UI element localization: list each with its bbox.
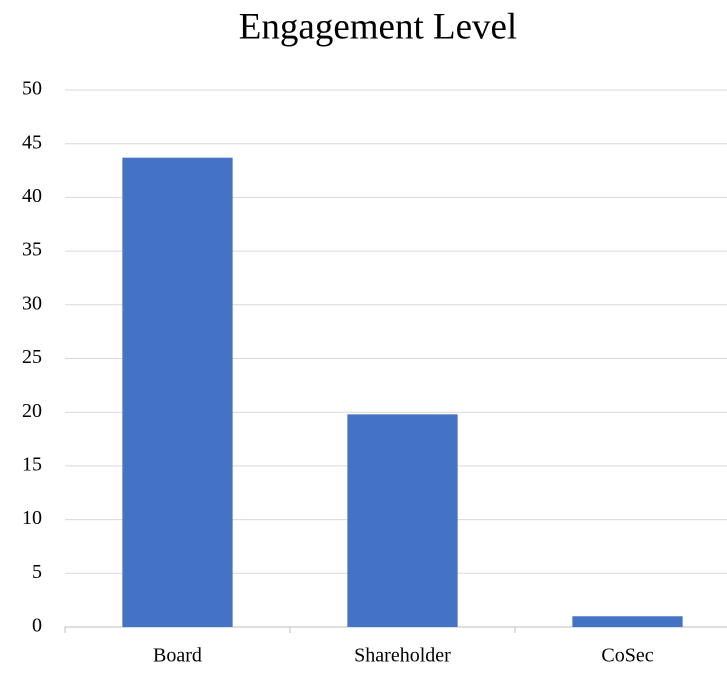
y-tick-label: 15 xyxy=(22,453,42,475)
y-tick-label: 0 xyxy=(32,615,42,637)
y-tick-label: 45 xyxy=(22,131,42,153)
y-tick-label: 40 xyxy=(22,185,42,207)
bar xyxy=(572,616,683,627)
x-tick-label: Board xyxy=(153,645,202,667)
y-tick-label: 50 xyxy=(22,78,42,100)
bar xyxy=(347,414,458,627)
chart-title: Engagement Level xyxy=(239,6,517,47)
y-tick-label: 20 xyxy=(22,400,42,422)
y-tick-label: 30 xyxy=(22,292,42,314)
y-tick-label: 10 xyxy=(22,507,42,529)
y-tick-label: 5 xyxy=(32,561,42,583)
y-tick-label: 35 xyxy=(22,239,42,261)
y-tick-label: 25 xyxy=(22,346,42,368)
x-tick-label: CoSec xyxy=(601,645,653,667)
x-tick-label: Shareholder xyxy=(354,645,451,667)
bar xyxy=(122,157,233,628)
